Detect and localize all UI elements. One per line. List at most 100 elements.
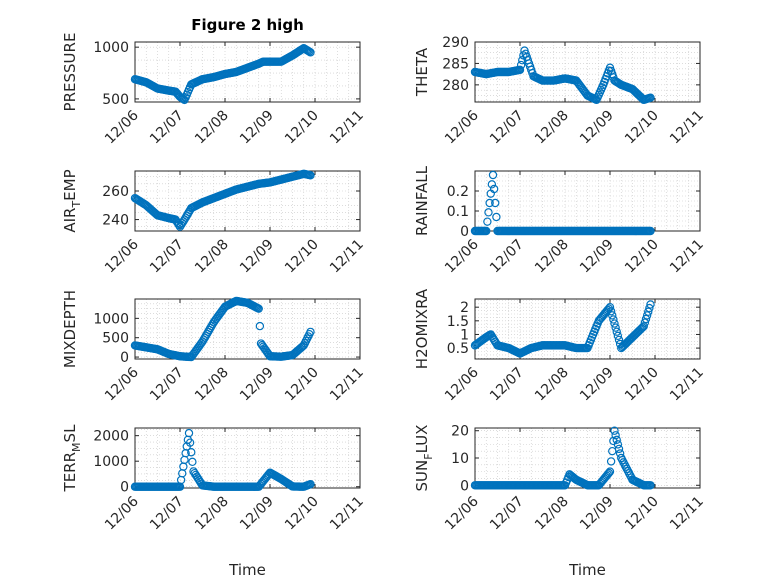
p7-data-point xyxy=(180,455,189,465)
p6-ytick-label: 2 xyxy=(460,300,469,316)
p1-ytick-label: 500 xyxy=(102,92,129,108)
p5-ytick-label: 1000 xyxy=(93,311,129,327)
p2-xtick-label: 12/11 xyxy=(667,108,707,148)
p6-data-point xyxy=(645,303,654,313)
p4-data-point xyxy=(489,184,499,194)
p2-ytick-label: 290 xyxy=(442,35,469,51)
p6-ylabel: H2OMIXRA xyxy=(413,288,431,369)
p5-xtick-label: 12/09 xyxy=(237,365,277,405)
p1-xtick-label: 12/07 xyxy=(147,108,187,148)
p5-xtick-label: 12/07 xyxy=(147,365,187,405)
p4-data-point xyxy=(483,217,492,226)
p1-axes-frame xyxy=(134,41,361,103)
p8-data-point xyxy=(604,468,614,478)
p4-data-point xyxy=(485,198,494,208)
p6-data-point xyxy=(611,323,620,332)
p3-ytick-label: 260 xyxy=(102,184,129,200)
p4-xtick-label: 12/08 xyxy=(532,237,572,277)
p6-data-point xyxy=(612,327,621,336)
p4-data-point xyxy=(488,170,498,180)
p4-ytick-label: 0.1 xyxy=(447,204,469,220)
p7-data-point xyxy=(185,438,195,447)
p8-xtick-label: 12/09 xyxy=(577,494,617,534)
p8-ytick-label: 10 xyxy=(451,451,469,467)
p6-data-point xyxy=(640,318,650,327)
p8-data-point xyxy=(646,481,655,490)
p7-data-point xyxy=(184,428,194,438)
p6-data-point xyxy=(606,307,616,316)
p4-xtick-label: 12/06 xyxy=(442,236,482,276)
p7-ytick-label: 2000 xyxy=(93,429,129,445)
p6-data-point xyxy=(646,300,655,309)
p3-xtick-label: 12/11 xyxy=(327,237,367,277)
p7-data-point xyxy=(306,479,315,489)
p7-data-point xyxy=(179,462,188,471)
p8-ylabel: SUNFLUX xyxy=(413,425,435,492)
p8-data-point xyxy=(613,440,623,449)
p2-xtick-label: 12/08 xyxy=(532,108,572,148)
p6-xtick-label: 12/09 xyxy=(577,365,617,405)
p8-xtick-label: 12/06 xyxy=(442,493,482,533)
p3-ytick-label: 240 xyxy=(102,213,129,229)
p6-data-point xyxy=(609,315,618,324)
p6-data-point xyxy=(644,307,653,316)
p5-xtick-label: 12/06 xyxy=(102,364,142,404)
p4-xtick-label: 12/10 xyxy=(622,237,662,277)
p5-xtick-label: 12/10 xyxy=(282,365,322,405)
p7-xtick-label: 12/08 xyxy=(192,494,232,534)
p2-ytick-label: 285 xyxy=(442,56,469,72)
p3-xtick-label: 12/06 xyxy=(102,236,142,276)
p6-ytick-label: 1 xyxy=(460,327,469,343)
p8-data-point xyxy=(614,444,624,454)
p6-data-point xyxy=(639,322,648,331)
p7-xtick-label: 12/09 xyxy=(237,494,277,534)
p7-xtick-label: 12/10 xyxy=(282,494,322,534)
p1-xtick-label: 12/09 xyxy=(237,108,277,148)
p6-xtick-label: 12/06 xyxy=(442,364,482,404)
p5-xtick-label: 12/11 xyxy=(327,365,367,405)
p1-xtick-label: 12/06 xyxy=(102,107,142,147)
p4-ytick-label: 0.2 xyxy=(447,184,469,200)
p4-xtick-label: 12/09 xyxy=(577,237,617,277)
p2-data-point xyxy=(515,65,525,75)
p5-xtick-label: 12/08 xyxy=(192,365,232,405)
p6-data-point xyxy=(638,323,647,332)
p5-data-point xyxy=(254,304,263,313)
p7-data-point xyxy=(188,457,197,467)
p8-xtick-label: 12/11 xyxy=(667,494,707,534)
p2-xtick-label: 12/07 xyxy=(487,108,527,148)
time-xlabel-left: Time xyxy=(228,561,266,579)
p3-xtick-label: 12/10 xyxy=(282,237,322,277)
p8-ytick-label: 20 xyxy=(451,424,469,440)
p3-ylabel: AIRTEMP xyxy=(61,169,83,232)
p4-data-point xyxy=(487,180,497,189)
p6-xtick-label: 12/11 xyxy=(667,365,707,405)
p8-data-point xyxy=(606,457,616,466)
p7-ylabel: TERRMSL xyxy=(61,424,83,493)
p7-data-point xyxy=(187,448,196,457)
p6-xtick-label: 12/08 xyxy=(532,365,572,405)
p8-data-point xyxy=(603,470,612,479)
p5-data-point xyxy=(306,327,315,337)
p6-data-point xyxy=(613,331,623,341)
p8-ytick-label: 0 xyxy=(460,478,469,494)
p3-xtick-label: 12/08 xyxy=(192,237,232,277)
p6-axes-frame xyxy=(474,298,701,360)
p1-xtick-label: 12/11 xyxy=(327,108,367,148)
p6-ytick-label: 0.5 xyxy=(447,341,469,357)
p4-xtick-label: 12/11 xyxy=(667,237,707,277)
p8-data-point xyxy=(610,426,619,435)
p5-data-point xyxy=(255,321,265,331)
p7-ytick-label: 0 xyxy=(120,480,129,496)
p2-data-point xyxy=(646,93,655,102)
p2-xtick-label: 12/09 xyxy=(577,108,617,148)
p6-xtick-label: 12/10 xyxy=(622,365,662,405)
p6-ytick-label: 1.5 xyxy=(447,314,469,330)
p6-data-point xyxy=(610,319,619,328)
p6-data-point xyxy=(608,311,617,320)
p3-data-point xyxy=(306,171,315,180)
p8-xtick-label: 12/08 xyxy=(532,494,572,534)
p6-data-point xyxy=(605,302,615,312)
time-xlabel-right: Time xyxy=(568,561,606,579)
